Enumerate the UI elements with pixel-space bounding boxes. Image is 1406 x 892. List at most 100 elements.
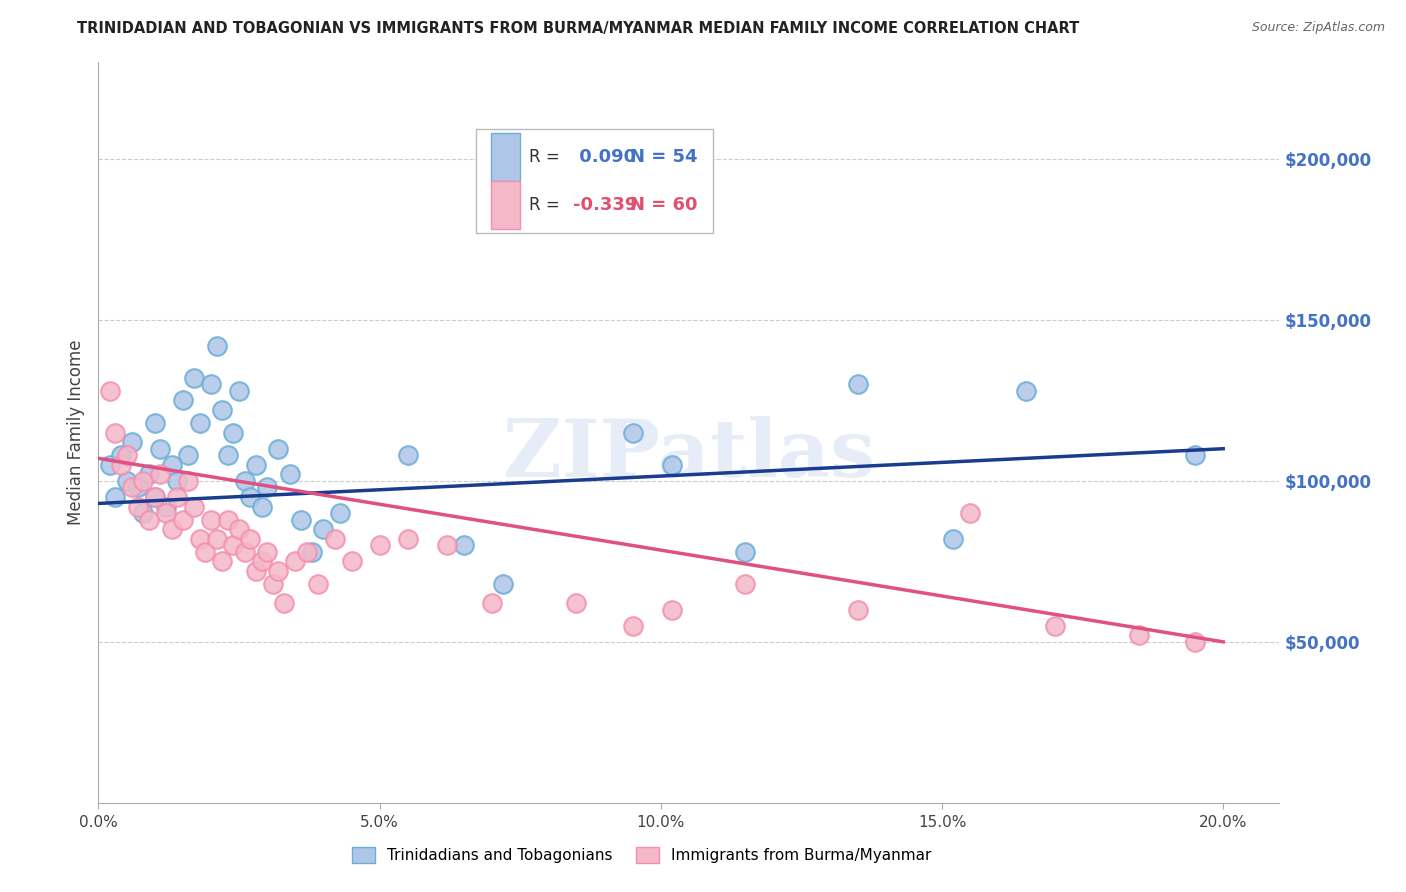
- Point: [172, 393, 194, 408]
- Text: -0.339: -0.339: [574, 196, 637, 214]
- Point: [312, 522, 335, 536]
- Point: [132, 474, 155, 488]
- Point: [267, 564, 290, 578]
- Point: [278, 467, 301, 482]
- Point: [200, 512, 222, 526]
- Text: Source: ZipAtlas.com: Source: ZipAtlas.com: [1251, 21, 1385, 34]
- Point: [492, 577, 515, 591]
- Point: [267, 442, 290, 456]
- Point: [127, 480, 149, 494]
- Point: [256, 545, 278, 559]
- Point: [295, 545, 318, 559]
- Point: [217, 512, 239, 526]
- Point: [621, 425, 644, 440]
- Point: [205, 532, 228, 546]
- Point: [160, 522, 183, 536]
- Point: [155, 506, 177, 520]
- Point: [172, 512, 194, 526]
- Point: [127, 500, 149, 514]
- Point: [143, 490, 166, 504]
- Point: [1128, 628, 1150, 642]
- FancyBboxPatch shape: [491, 133, 520, 181]
- FancyBboxPatch shape: [477, 129, 713, 233]
- Point: [211, 403, 233, 417]
- Point: [228, 384, 250, 398]
- Point: [205, 339, 228, 353]
- Text: ZIPatlas: ZIPatlas: [503, 416, 875, 494]
- Point: [222, 538, 245, 552]
- Point: [183, 371, 205, 385]
- Point: [256, 480, 278, 494]
- Point: [149, 442, 172, 456]
- Point: [565, 596, 588, 610]
- Point: [104, 490, 127, 504]
- Point: [188, 416, 211, 430]
- Point: [273, 596, 295, 610]
- Text: R =: R =: [530, 196, 560, 214]
- Point: [301, 545, 323, 559]
- Point: [233, 474, 256, 488]
- Point: [110, 458, 132, 472]
- Point: [239, 532, 262, 546]
- Point: [1184, 635, 1206, 649]
- Point: [245, 458, 267, 472]
- Point: [959, 506, 981, 520]
- Point: [368, 538, 391, 552]
- Point: [846, 602, 869, 616]
- Point: [329, 506, 352, 520]
- Text: N = 54: N = 54: [630, 148, 697, 166]
- Point: [177, 474, 200, 488]
- Point: [323, 532, 346, 546]
- Point: [396, 448, 419, 462]
- Point: [143, 490, 166, 504]
- Point: [340, 554, 363, 568]
- Point: [177, 448, 200, 462]
- Point: [942, 532, 965, 546]
- Point: [239, 490, 262, 504]
- Point: [222, 425, 245, 440]
- Point: [149, 467, 172, 482]
- Legend: Trinidadians and Tobagonians, Immigrants from Burma/Myanmar: Trinidadians and Tobagonians, Immigrants…: [346, 841, 938, 869]
- Y-axis label: Median Family Income: Median Family Income: [66, 340, 84, 525]
- Point: [143, 416, 166, 430]
- Point: [200, 377, 222, 392]
- Point: [436, 538, 458, 552]
- Point: [110, 448, 132, 462]
- Text: N = 60: N = 60: [630, 196, 697, 214]
- Point: [250, 500, 273, 514]
- Point: [115, 474, 138, 488]
- Text: R =: R =: [530, 148, 560, 166]
- Text: TRINIDADIAN AND TOBAGONIAN VS IMMIGRANTS FROM BURMA/MYANMAR MEDIAN FAMILY INCOME: TRINIDADIAN AND TOBAGONIAN VS IMMIGRANTS…: [77, 21, 1080, 36]
- Point: [121, 480, 143, 494]
- Point: [155, 500, 177, 514]
- Point: [661, 458, 683, 472]
- Point: [98, 458, 121, 472]
- Point: [734, 577, 756, 591]
- Point: [661, 602, 683, 616]
- Point: [228, 522, 250, 536]
- Point: [98, 384, 121, 398]
- Point: [166, 474, 188, 488]
- Point: [621, 619, 644, 633]
- Text: 0.090: 0.090: [574, 148, 637, 166]
- Point: [262, 577, 284, 591]
- Point: [138, 512, 160, 526]
- Point: [233, 545, 256, 559]
- Point: [250, 554, 273, 568]
- Point: [217, 448, 239, 462]
- Point: [194, 545, 217, 559]
- Point: [734, 545, 756, 559]
- Point: [396, 532, 419, 546]
- Point: [453, 538, 475, 552]
- Point: [211, 554, 233, 568]
- Point: [115, 448, 138, 462]
- Point: [290, 512, 312, 526]
- Point: [183, 500, 205, 514]
- Point: [307, 577, 329, 591]
- Point: [245, 564, 267, 578]
- Point: [160, 458, 183, 472]
- Point: [166, 490, 188, 504]
- Point: [1015, 384, 1038, 398]
- Point: [121, 435, 143, 450]
- Point: [284, 554, 307, 568]
